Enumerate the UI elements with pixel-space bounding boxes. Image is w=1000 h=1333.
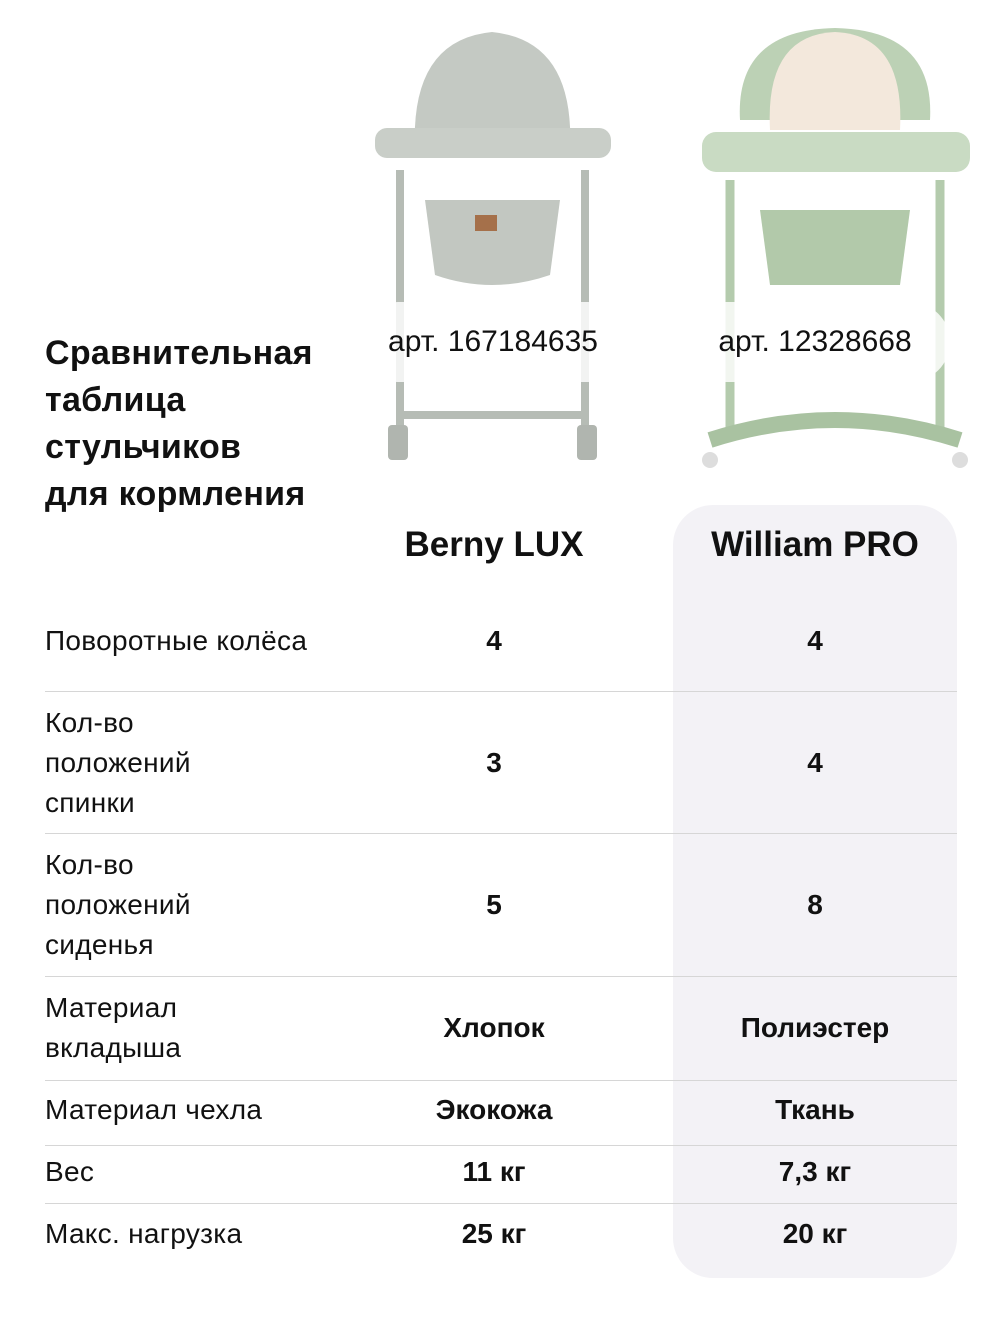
divider — [45, 691, 957, 692]
row-label: Материал вкладыша — [45, 992, 182, 1063]
row-label: Кол-во положений сиденья — [45, 849, 191, 960]
row-label: Материал чехла — [45, 1094, 263, 1125]
divider — [45, 833, 957, 834]
table-row: Макс. нагрузка 25 кг 20 кг — [45, 1214, 957, 1254]
value-berny: 25 кг — [461, 1218, 527, 1249]
value-berny: Хлопок — [443, 1012, 545, 1043]
article-number: арт. 167184635 — [358, 302, 628, 382]
article-number: арт. 12328668 — [680, 302, 950, 382]
divider — [45, 1145, 957, 1146]
divider — [45, 1203, 957, 1204]
table-row: Вес 11 кг 7,3 кг — [45, 1152, 957, 1192]
table-row: Кол-во положений спинки 3 4 — [45, 703, 957, 823]
value-william: 7,3 кг — [778, 1156, 852, 1187]
product-image-berny-lux — [375, 32, 611, 460]
row-label: Макс. нагрузка — [45, 1218, 243, 1249]
value-berny: 11 кг — [462, 1156, 526, 1187]
table-row: Материал вкладыша Хлопок Полиэстер — [45, 988, 957, 1068]
divider — [45, 1080, 957, 1081]
value-william: Полиэстер — [740, 1012, 890, 1043]
title-line: для кормления — [45, 475, 306, 513]
page-title: Сравнительная таблица стульчиков для кор… — [45, 330, 313, 518]
title-line: таблица — [45, 381, 186, 419]
product-image-william-pro — [702, 28, 970, 468]
product-name: Berny LUX — [404, 525, 584, 564]
value-william: 4 — [807, 625, 823, 656]
value-berny: Экокожа — [435, 1094, 553, 1125]
divider — [45, 976, 957, 977]
table-row: Кол-во положений сиденья 5 8 — [45, 845, 957, 965]
table-row: Материал чехла Экокожа Ткань — [45, 1090, 957, 1130]
title-line: стульчиков — [45, 428, 242, 466]
value-berny: 3 — [486, 747, 502, 778]
value-william: 4 — [807, 747, 823, 778]
row-label: Кол-во положений спинки — [45, 707, 191, 818]
row-label: Поворотные колёса — [45, 625, 308, 656]
row-label: Вес — [45, 1156, 95, 1187]
value-william: 20 кг — [782, 1218, 848, 1249]
table-row: Поворотные колёса 4 4 — [45, 601, 957, 681]
value-berny: 5 — [486, 889, 502, 920]
highlight-column-background — [673, 505, 957, 1278]
product-name: William PRO — [711, 525, 919, 564]
value-william: 8 — [807, 889, 823, 920]
title-line: Сравнительная — [45, 334, 313, 372]
value-william: Ткань — [775, 1094, 855, 1125]
value-berny: 4 — [486, 625, 502, 656]
